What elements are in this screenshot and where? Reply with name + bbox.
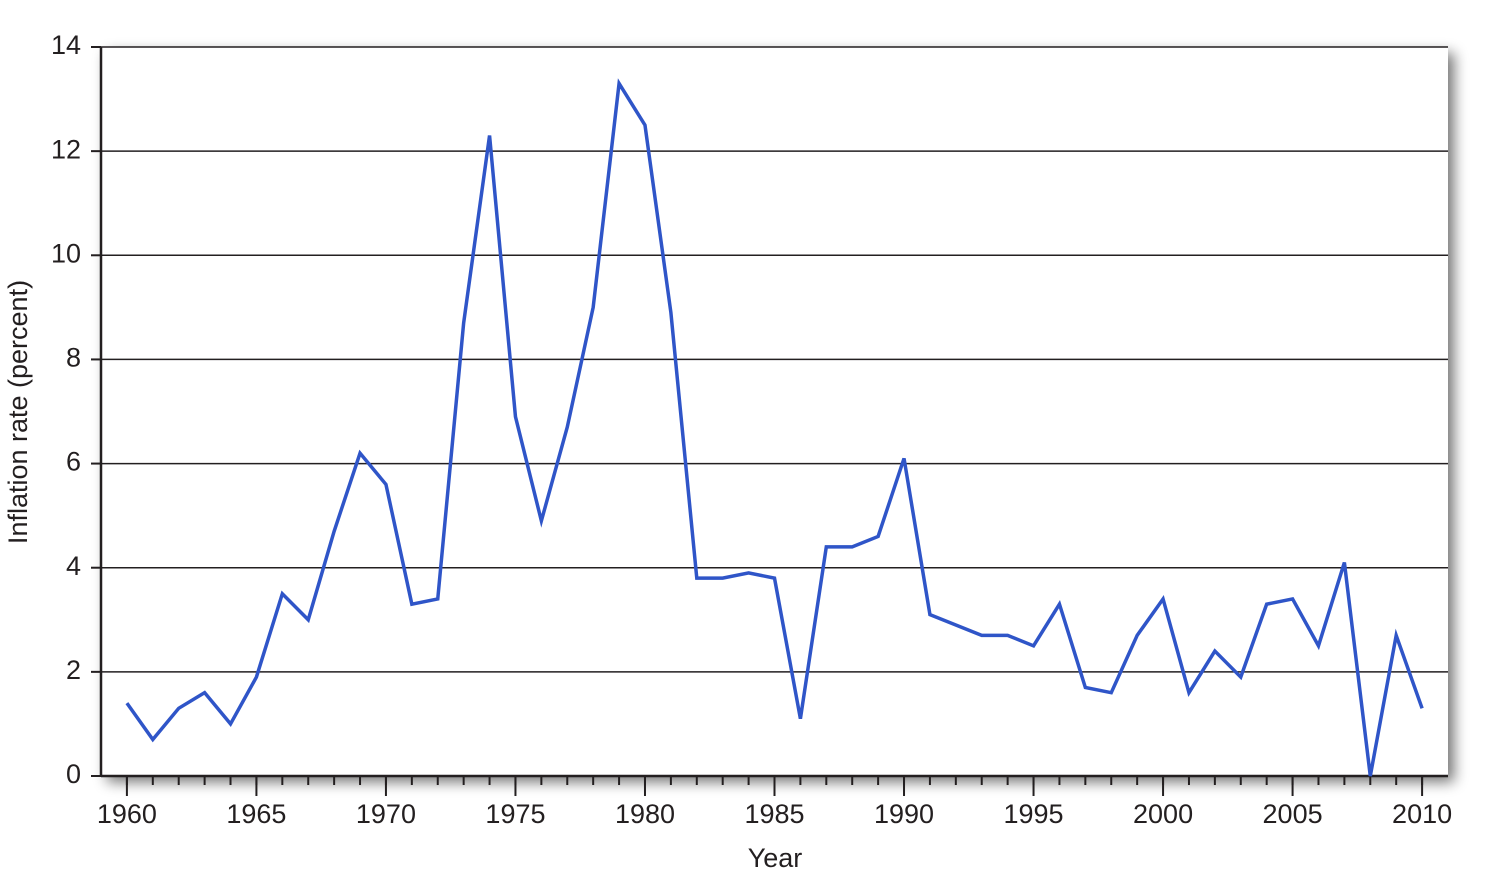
y-tick-label: 0: [66, 759, 81, 789]
x-axis-label: Year: [748, 843, 803, 873]
x-tick-label: 1975: [485, 799, 545, 829]
x-tick-label: 1960: [97, 799, 157, 829]
x-tick-label: 1995: [1003, 799, 1063, 829]
x-tick-label: 1970: [356, 799, 416, 829]
y-tick-label: 8: [66, 343, 81, 373]
x-tick-label: 1985: [744, 799, 804, 829]
x-tick-label: 2005: [1263, 799, 1323, 829]
y-tick-label: 4: [66, 551, 81, 581]
y-tick-label: 6: [66, 447, 81, 477]
plot-area: [101, 47, 1448, 776]
x-tick-label: 1980: [615, 799, 675, 829]
y-tick-label: 2: [66, 655, 81, 685]
x-tick-label: 1990: [874, 799, 934, 829]
x-tick-label: 1965: [226, 799, 286, 829]
y-tick-label: 12: [51, 134, 81, 164]
y-axis-label: Inflation rate (percent): [3, 280, 33, 544]
y-tick-label: 14: [51, 30, 81, 60]
x-tick-label: 2000: [1133, 799, 1193, 829]
y-tick-label: 10: [51, 238, 81, 268]
x-tick-label: 2010: [1392, 799, 1452, 829]
data-line: [125, 78, 1424, 777]
